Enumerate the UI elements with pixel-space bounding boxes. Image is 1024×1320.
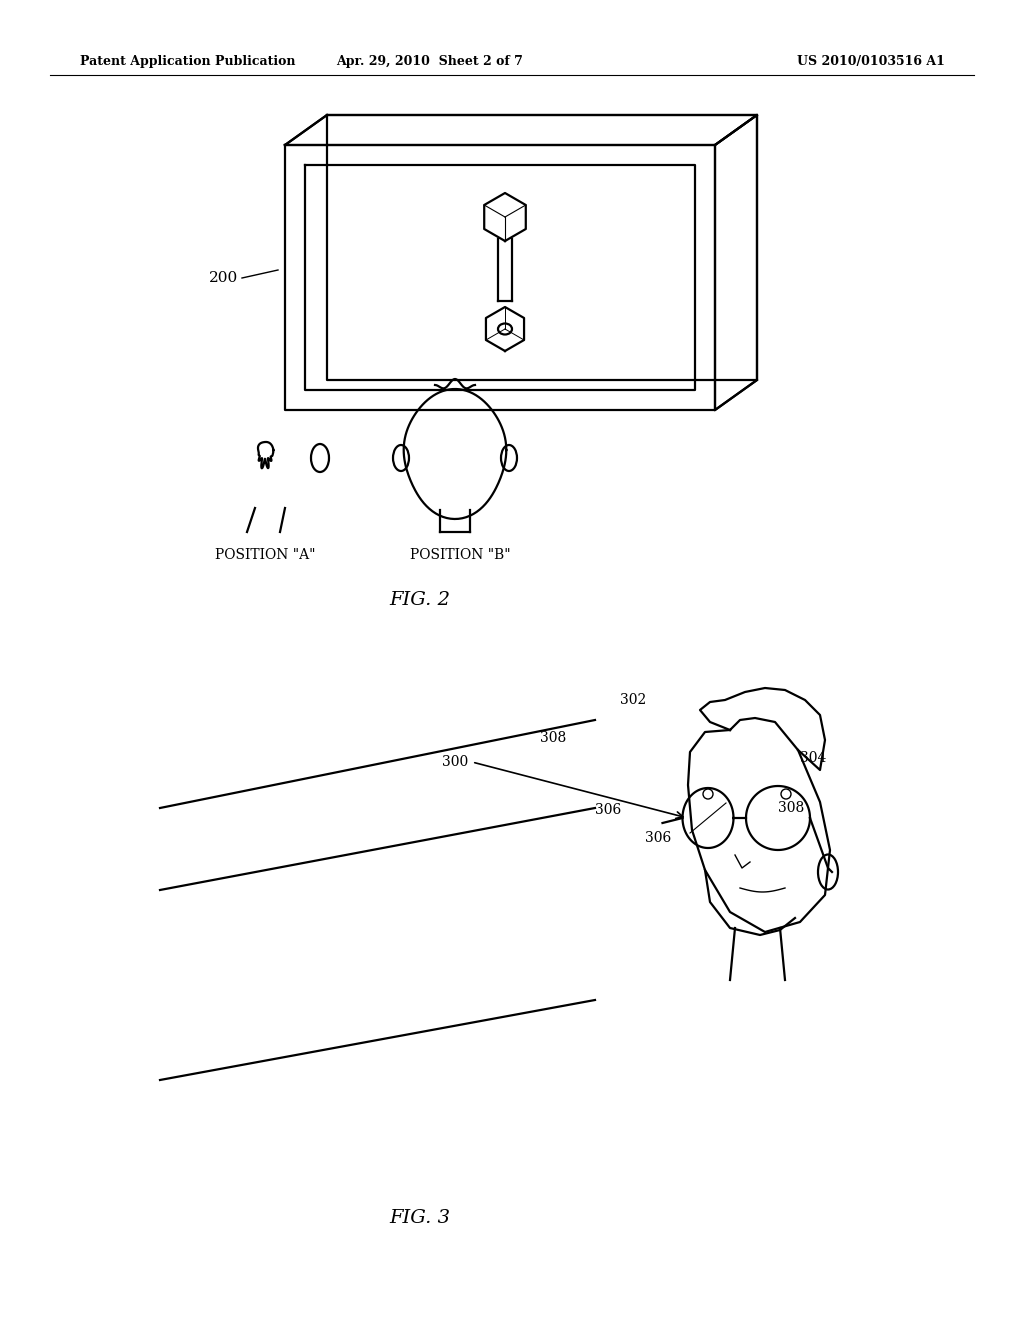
Text: 300: 300	[441, 755, 468, 770]
Text: 306: 306	[645, 832, 672, 845]
Text: FIG. 2: FIG. 2	[389, 591, 451, 609]
Text: Patent Application Publication: Patent Application Publication	[80, 55, 296, 69]
Text: 308: 308	[778, 801, 804, 814]
Text: Apr. 29, 2010  Sheet 2 of 7: Apr. 29, 2010 Sheet 2 of 7	[337, 55, 523, 69]
Text: 200: 200	[209, 271, 238, 285]
Text: POSITION "B": POSITION "B"	[410, 548, 510, 562]
Text: 302: 302	[620, 693, 646, 708]
Text: 304: 304	[800, 751, 826, 766]
Text: POSITION "A": POSITION "A"	[215, 548, 315, 562]
Text: 308: 308	[540, 731, 566, 744]
Text: FIG. 3: FIG. 3	[389, 1209, 451, 1228]
Text: US 2010/0103516 A1: US 2010/0103516 A1	[797, 55, 945, 69]
Text: 306: 306	[595, 803, 622, 817]
